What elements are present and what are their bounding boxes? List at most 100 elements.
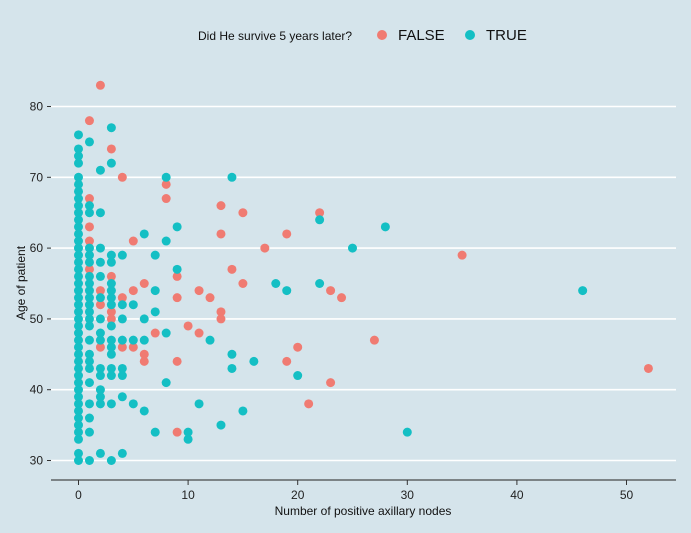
point-false [84, 264, 94, 274]
point-true [74, 250, 83, 260]
point-true [74, 208, 83, 218]
point-true [161, 236, 171, 246]
point-false [95, 300, 105, 310]
point-false [315, 208, 325, 218]
point-false [216, 201, 226, 211]
point-true [95, 257, 105, 267]
point-true [74, 349, 83, 359]
point-true [84, 321, 94, 331]
point-true [150, 250, 160, 260]
point-false [84, 222, 94, 232]
legend: Did He survive 5 years later? FALSE TRUE [198, 27, 527, 44]
point-false [194, 286, 204, 296]
point-true [74, 243, 83, 253]
point-true [74, 378, 83, 388]
point-true [117, 363, 127, 373]
point-false [643, 363, 653, 373]
point-true [106, 279, 116, 288]
point-true [84, 399, 94, 409]
point-false [260, 243, 270, 253]
y-axis-title: Age of patient [14, 245, 28, 320]
point-true [95, 363, 105, 373]
point-true [95, 385, 105, 395]
point-true [106, 342, 116, 352]
point-false [205, 293, 215, 303]
point-false [457, 250, 467, 260]
point-true [106, 158, 116, 168]
point-true [84, 243, 94, 253]
point-true [95, 328, 105, 338]
point-false [282, 356, 292, 366]
point-false [183, 321, 193, 331]
point-true [117, 335, 127, 345]
point-true [578, 286, 588, 296]
y-tick-label: 80 [30, 100, 44, 114]
point-true [128, 335, 138, 345]
point-true [84, 307, 94, 317]
point-true [84, 293, 94, 303]
point-true [216, 420, 226, 430]
point-false [84, 194, 94, 204]
point-true [348, 243, 357, 253]
x-tick-label: 30 [401, 488, 415, 502]
y-tick-label: 30 [30, 454, 44, 468]
point-false [172, 356, 182, 366]
point-false [282, 229, 292, 239]
point-true [117, 371, 127, 381]
point-false [326, 378, 336, 388]
point-true [74, 406, 83, 416]
point-true [74, 222, 83, 232]
point-true [95, 243, 105, 253]
point-true [150, 286, 160, 296]
legend-title: Did He survive 5 years later? [198, 29, 352, 43]
point-true [315, 215, 325, 225]
point-true [183, 427, 193, 437]
point-false [128, 342, 138, 352]
point-true [161, 328, 171, 338]
point-false [293, 342, 303, 352]
point-false [216, 307, 226, 317]
point-true [74, 448, 83, 458]
point-true [74, 186, 83, 196]
point-true [139, 229, 149, 239]
point-true [74, 434, 83, 444]
point-true [271, 279, 281, 288]
point-true [139, 314, 149, 324]
point-true [74, 215, 83, 225]
point-false [369, 335, 379, 345]
legend-swatch-false [377, 30, 387, 40]
point-true [95, 314, 105, 324]
point-true [74, 307, 83, 317]
legend-swatch-true [465, 30, 475, 40]
point-true [249, 356, 259, 366]
point-true [74, 385, 83, 395]
point-false [84, 116, 94, 126]
point-false [172, 427, 182, 437]
point-false [117, 342, 127, 352]
x-tick-label: 20 [291, 488, 305, 502]
series-false [84, 80, 653, 437]
point-true [161, 172, 171, 182]
point-true [106, 286, 116, 296]
point-true [74, 130, 83, 140]
point-false [139, 279, 149, 288]
point-true [117, 448, 127, 458]
point-true [84, 208, 94, 218]
point-true [74, 172, 83, 182]
point-false [139, 349, 149, 359]
point-true [84, 335, 94, 345]
point-true [106, 321, 116, 331]
point-false [161, 179, 171, 189]
point-false [128, 286, 138, 296]
point-false [95, 286, 105, 296]
data-points [74, 80, 653, 465]
legend-label-true: TRUE [486, 27, 527, 44]
point-true [106, 371, 116, 381]
point-true [227, 363, 237, 373]
point-true [74, 229, 83, 239]
point-true [95, 392, 105, 402]
y-gridlines [51, 105, 676, 462]
point-true [84, 137, 94, 147]
point-true [74, 158, 83, 168]
point-false [95, 342, 105, 352]
